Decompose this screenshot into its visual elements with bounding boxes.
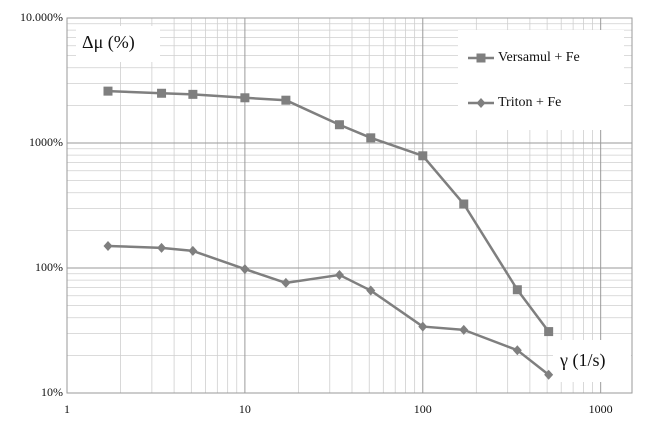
marker — [418, 321, 428, 332]
marker — [366, 133, 376, 143]
legend-label: Triton + Fe — [498, 95, 561, 110]
marker — [459, 199, 469, 209]
marker — [512, 285, 522, 295]
legend-marker — [476, 98, 486, 108]
legend-label: Versamul + Fe — [498, 50, 580, 65]
marker — [103, 86, 113, 96]
y-tick-label: 10.000% — [20, 10, 63, 24]
marker — [459, 324, 469, 335]
y-tick-label: 10% — [41, 385, 63, 399]
marker — [103, 240, 113, 251]
x-tick-label: 1000 — [589, 402, 613, 416]
marker — [418, 151, 428, 161]
marker — [512, 345, 522, 356]
x-tick-label: 100 — [414, 402, 432, 416]
marker — [334, 269, 344, 280]
marker — [544, 369, 554, 380]
x-axis-label: γ (1/s) — [559, 350, 605, 371]
y-axis-label: Δμ (%) — [82, 32, 135, 53]
marker — [334, 120, 344, 130]
plot-frame — [66, 17, 633, 394]
marker — [281, 277, 291, 288]
y-tick-label: 100% — [35, 260, 63, 274]
marker — [157, 88, 167, 98]
marker — [240, 264, 250, 275]
marker — [157, 242, 167, 253]
marker — [188, 89, 198, 99]
marker — [281, 95, 291, 105]
marker — [188, 245, 198, 256]
legend-box — [458, 30, 624, 130]
x-tick-label: 10 — [239, 402, 251, 416]
legend-marker — [476, 53, 486, 63]
x-tick-label: 1 — [64, 402, 70, 416]
marker — [544, 327, 554, 337]
ylabel-box — [76, 26, 160, 62]
marker — [366, 285, 376, 296]
xlabel-box — [553, 340, 631, 382]
marker — [240, 93, 250, 103]
y-tick-label: 1000% — [29, 135, 63, 149]
